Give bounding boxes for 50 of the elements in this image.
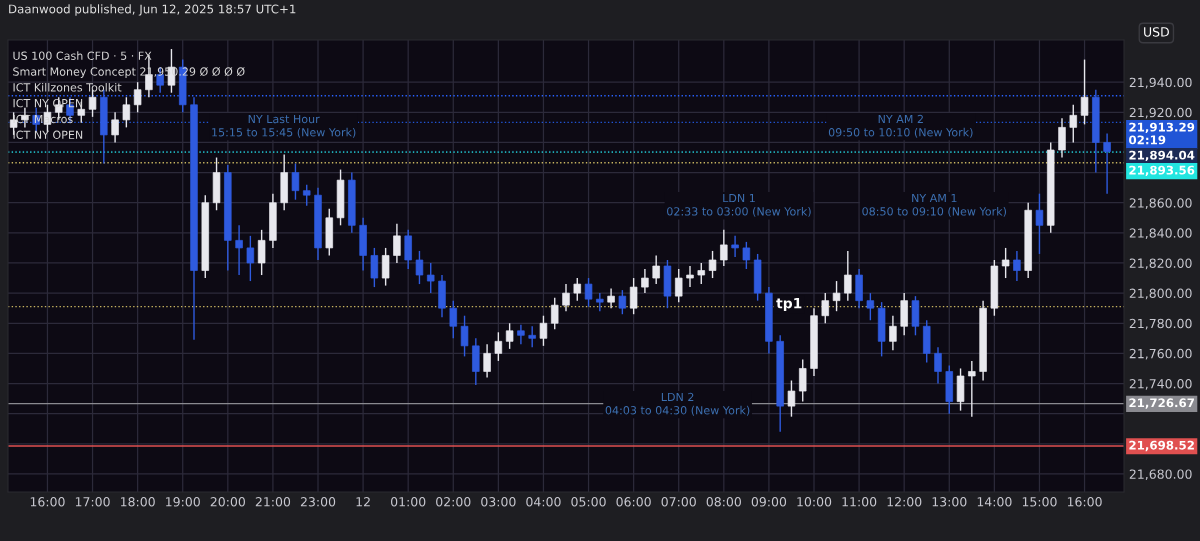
y-tick-label: 21,780.00 [1129,318,1192,330]
x-tick-label: 20:00 [210,497,245,507]
x-tick-label: 01:00 [390,497,426,507]
ref-line-label: 21,726.67 [1129,398,1194,409]
ref-line-label: 21,913.29 02:19 [1129,122,1195,145]
x-tick-label: 03:00 [481,497,516,507]
y-tick-label: 21,800.00 [1129,288,1192,300]
y-tick-label: 21,740.00 [1129,378,1192,390]
ref-line-label: 21,894.04 [1129,150,1195,162]
y-tick-label: 21,840.00 [1129,228,1192,240]
x-tick-label: 08:00 [706,497,741,507]
y-tick-label: 21,860.00 [1129,198,1192,209]
x-tick-label: 09:00 [751,497,787,507]
x-tick-label: 23:00 [300,497,336,507]
x-tick-label: 15:00 [1022,497,1057,507]
x-tick-label: 10:00 [797,497,832,507]
x-tick-label: 16:00 [30,497,65,507]
annotation: ICT NY OPEN [13,130,83,139]
x-tick-label: 04:00 [526,497,561,507]
x-tick-label: 12 [356,497,370,507]
y-tick-label: 21,940.00 [1129,77,1192,89]
annotation: LDN 1 02:33 to 03:00 (New York) [667,194,811,217]
chart-subtitle: Daanwood published, Jun 12, 2025 18:57 UTC+1 [9,4,296,16]
y-tick-label: 21,680.00 [1129,469,1192,481]
x-tick-label: 21:00 [255,497,291,507]
x-tick-label: 06:00 [616,497,651,507]
ref-line-label: 21,893.56 [1129,165,1195,177]
ref-line-label: 21,698.52 [1129,440,1194,452]
x-tick-label: 07:00 [661,497,696,507]
y-axis-title: USD [1144,27,1169,37]
annotation: LDN 2 04:03 to 04:30 (New York) [605,392,750,416]
x-tick-label: 11:00 [842,497,877,507]
annotation: ICT Killzones Toolkit [13,82,122,92]
y-tick-label: 21,820.00 [1129,258,1192,270]
x-tick-label: 17:00 [75,497,110,507]
x-tick-label: 12:00 [887,497,922,507]
text: US 100 Cash CFD · 5 · FX [13,51,152,60]
x-tick-label: 02:00 [436,497,471,507]
x-tick-label: 19:00 [166,497,200,507]
x-tick-label: 18:00 [121,497,155,507]
y-tick-label: 21,760.00 [1129,348,1192,360]
x-tick-label: 14:00 [977,497,1012,507]
annotation: NY AM 1 08:50 to 09:10 (New York) [862,194,1006,217]
annotation: NY Last Hour 15:15 to 15:45 (New York) [212,114,356,138]
y-tick-label: 21,920.00 [1129,107,1192,119]
annotation: NY AM 2 09:50 to 10:10 (New York) [828,114,973,138]
x-tick-label: 05:00 [571,497,606,507]
x-tick-label: 13:00 [932,497,967,507]
x-tick-label: 16:00 [1067,497,1102,507]
annotation: tp1 [776,298,802,312]
